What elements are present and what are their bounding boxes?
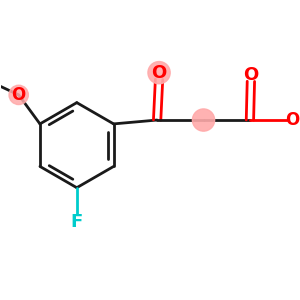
Circle shape — [9, 85, 28, 105]
Text: O: O — [285, 111, 300, 129]
Text: O: O — [12, 86, 26, 104]
Text: F: F — [71, 214, 83, 232]
Circle shape — [192, 109, 214, 131]
Circle shape — [148, 61, 170, 84]
Text: O: O — [243, 66, 259, 84]
Text: O: O — [152, 64, 167, 82]
